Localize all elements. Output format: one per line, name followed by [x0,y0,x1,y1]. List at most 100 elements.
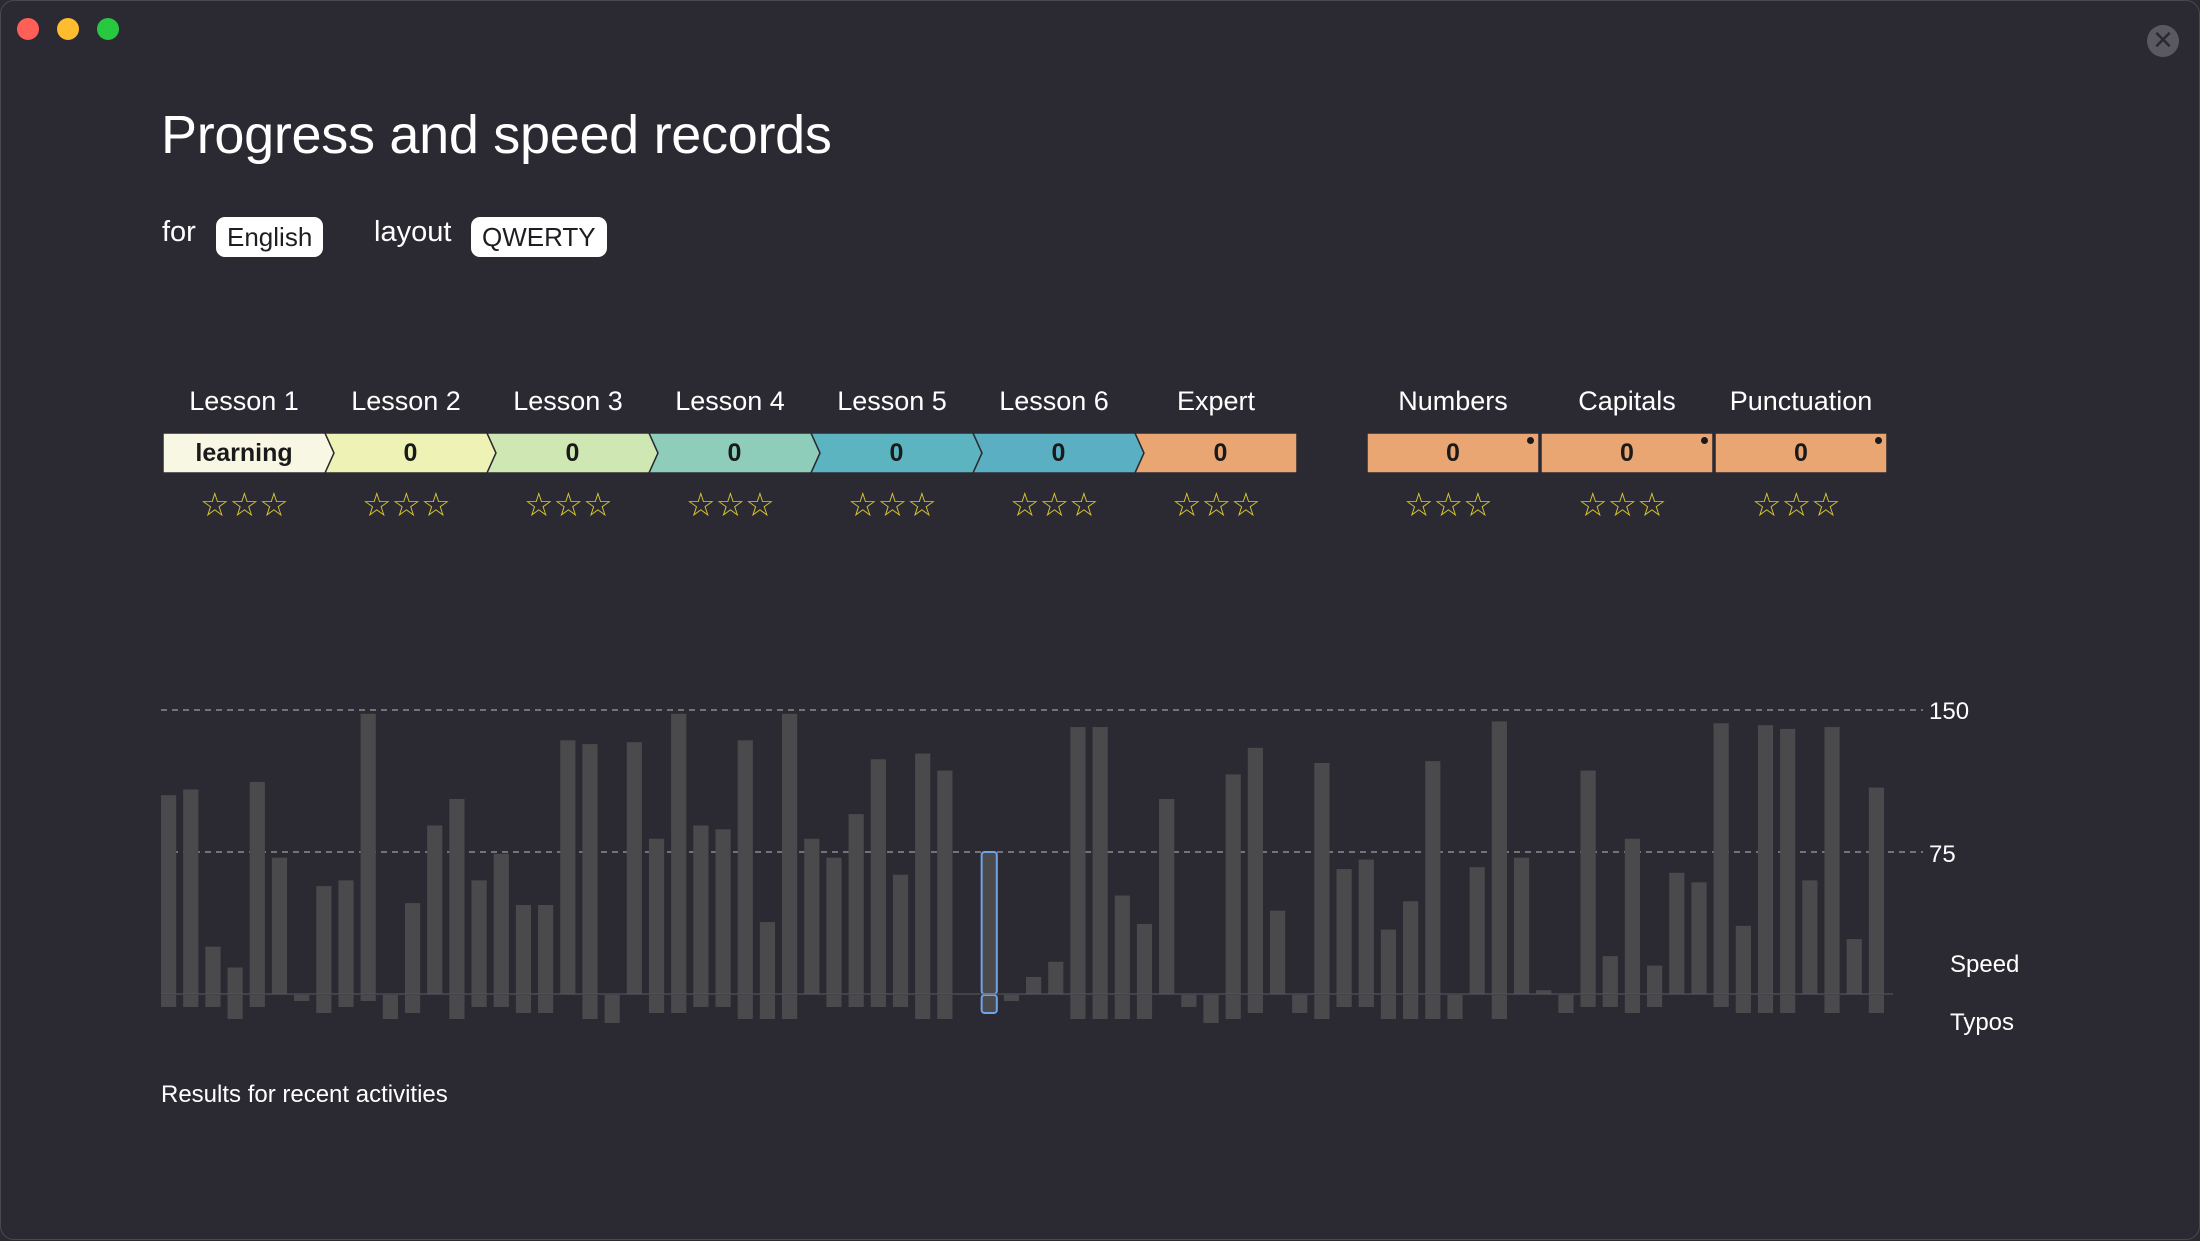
typos-bar[interactable] [1580,995,1596,1007]
typos-bar[interactable] [1247,995,1263,1013]
typos-bar[interactable] [161,995,177,1007]
typos-bar[interactable] [715,995,731,1007]
speed-bar[interactable] [1713,723,1729,994]
typos-bar[interactable] [1735,995,1751,1013]
speed-bar[interactable] [715,829,731,994]
speed-bar[interactable] [360,713,376,994]
speed-bar[interactable] [404,903,421,994]
speed-bar[interactable] [937,770,953,994]
speed-bar[interactable] [1026,976,1042,994]
speed-bar[interactable] [671,713,687,994]
typos-bar[interactable] [604,995,620,1023]
speed-bar[interactable] [980,851,998,995]
typos-bar[interactable] [1203,995,1219,1023]
speed-bar[interactable] [1846,939,1862,994]
typos-bar[interactable] [892,995,909,1007]
typos-bar[interactable] [1403,995,1419,1019]
typos-bar[interactable] [1292,995,1308,1013]
speed-bar[interactable] [427,825,443,994]
typos-bar[interactable] [737,995,753,1019]
typos-bar[interactable] [205,995,221,1007]
speed-bar[interactable] [892,874,909,994]
typos-bar[interactable] [582,995,598,1019]
typos-bar[interactable] [382,995,398,1019]
typos-bar[interactable] [1425,995,1441,1019]
speed-bar[interactable] [249,781,265,994]
lessons-segment-6[interactable]: 0 [1133,432,1298,474]
typos-bar[interactable] [671,995,687,1013]
window-minimize-dot[interactable] [57,18,79,40]
typos-bar[interactable] [826,995,842,1007]
speed-bar[interactable] [183,789,199,994]
speed-bar[interactable] [471,880,487,994]
speed-bar[interactable] [870,759,886,994]
extras-segment-1[interactable]: 0 [1540,432,1714,474]
speed-bar[interactable] [1757,725,1774,994]
speed-bar[interactable] [1691,882,1707,994]
typos-bar[interactable] [1558,995,1574,1013]
speed-bar[interactable] [1469,867,1485,994]
speed-bar[interactable] [1580,770,1596,994]
typos-bar[interactable] [1136,995,1153,1019]
typos-bar[interactable] [538,995,554,1013]
speed-bar[interactable] [1491,721,1507,994]
typos-bar[interactable] [493,995,509,1007]
typos-bar[interactable] [759,995,776,1019]
typos-bar[interactable] [1225,995,1241,1019]
typos-bar[interactable] [980,994,998,1014]
speed-bar[interactable] [582,744,598,994]
speed-bar[interactable] [449,798,465,994]
speed-bar[interactable] [1159,798,1175,994]
typos-bar[interactable] [1824,995,1840,1013]
speed-bar[interactable] [338,880,354,994]
speed-bar[interactable] [560,740,576,994]
typos-bar[interactable] [1114,995,1130,1019]
typos-bar[interactable] [1713,995,1729,1007]
speed-bar[interactable] [227,967,243,994]
typos-bar[interactable] [1780,995,1796,1013]
speed-bar[interactable] [1735,925,1751,994]
typos-bar[interactable] [1181,995,1197,1007]
speed-bar[interactable] [1425,761,1441,994]
speed-bar[interactable] [1669,872,1685,994]
close-icon[interactable]: ✕ [2147,25,2179,57]
speed-bar[interactable] [1048,961,1064,994]
speed-bar[interactable] [1868,787,1884,994]
speed-bar[interactable] [1092,727,1108,994]
speed-bar[interactable] [493,853,509,994]
speed-bar[interactable] [1802,880,1818,994]
speed-bar[interactable] [1780,728,1796,994]
speed-bar[interactable] [1513,857,1530,994]
typos-bar[interactable] [1647,995,1663,1007]
speed-bar[interactable] [316,886,332,994]
speed-bar[interactable] [1247,747,1263,994]
typos-bar[interactable] [1380,995,1397,1019]
window-close-dot[interactable] [17,18,39,40]
speed-bar[interactable] [1136,923,1153,994]
typos-bar[interactable] [1358,995,1374,1007]
typos-bar[interactable] [183,995,199,1007]
speed-bar[interactable] [1114,895,1130,994]
speed-bar[interactable] [1624,838,1641,994]
speed-bar[interactable] [538,905,554,994]
speed-bar[interactable] [1647,965,1663,994]
typos-bar[interactable] [648,995,665,1013]
speed-bar[interactable] [737,740,753,994]
typos-bar[interactable] [449,995,465,1019]
speed-bar[interactable] [1358,859,1374,994]
speed-bar[interactable] [626,742,642,994]
speed-bar[interactable] [161,795,177,994]
typos-bar[interactable] [338,995,354,1007]
typos-bar[interactable] [1314,995,1330,1019]
speed-bar[interactable] [1269,910,1286,994]
speed-bar[interactable] [1225,774,1241,994]
layout-select[interactable]: QWERTY [471,217,607,257]
typos-bar[interactable] [360,995,376,1001]
speed-bar[interactable] [759,922,776,994]
typos-bar[interactable] [915,995,931,1019]
typos-bar[interactable] [1070,995,1086,1019]
typos-bar[interactable] [316,995,332,1013]
typos-bar[interactable] [471,995,487,1007]
typos-bar[interactable] [249,995,265,1007]
speed-bar[interactable] [693,825,709,994]
